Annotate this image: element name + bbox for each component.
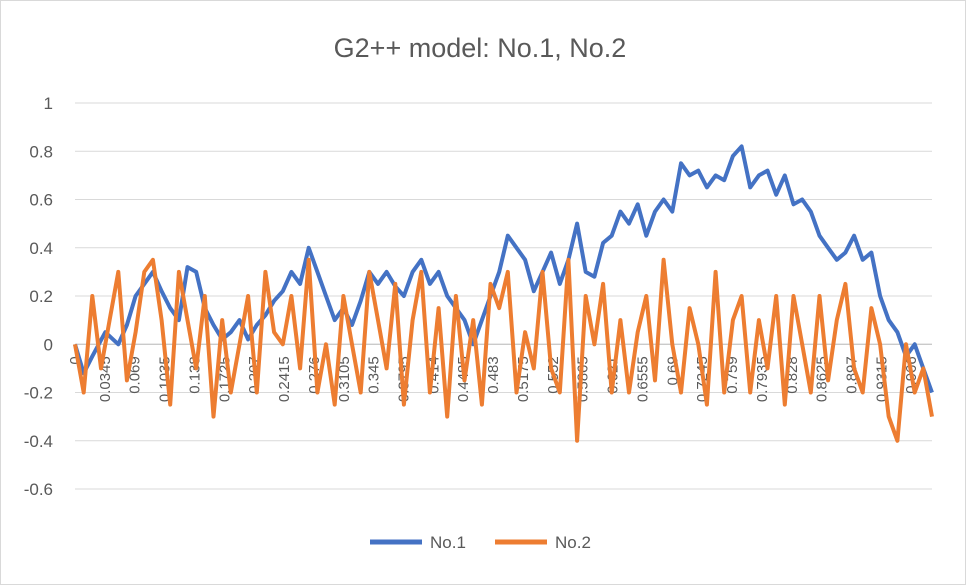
- x-tick-label: 0: [67, 356, 84, 364]
- y-tick-label: 0.6: [29, 191, 53, 210]
- y-tick-label: -0.4: [24, 432, 53, 451]
- x-tick-label: 0.2415: [276, 356, 293, 402]
- series-line-no2: [73, 257, 934, 443]
- chart-title: G2++ model: No.1, No.2: [334, 33, 627, 63]
- legend-label-no1: No.1: [430, 533, 466, 552]
- y-tick-label: 0.8: [29, 142, 53, 161]
- x-tick-label: 0.345: [366, 356, 383, 394]
- x-tick-label: 0.138: [186, 356, 203, 394]
- x-tick-label: 0.897: [843, 356, 860, 394]
- y-tick-label: 0.2: [29, 287, 53, 306]
- y-axis-ticks: 1 0.8 0.6 0.4 0.2 0 -0.2 -0.4 -0.6: [24, 94, 53, 499]
- y-tick-label: 0: [44, 335, 53, 354]
- y-tick-label: 0.4: [29, 239, 53, 258]
- y-tick-label: -0.2: [24, 384, 53, 403]
- x-tick-label: 0.6555: [634, 356, 651, 402]
- legend: No.1 No.2: [370, 533, 591, 552]
- y-tick-label: 1: [44, 94, 53, 113]
- y-tick-label: -0.6: [24, 480, 53, 499]
- x-tick-label: 0.3105: [336, 356, 353, 402]
- series-lines: [73, 144, 934, 443]
- x-tick-label: 0.483: [485, 356, 502, 394]
- legend-label-no2: No.2: [555, 533, 591, 552]
